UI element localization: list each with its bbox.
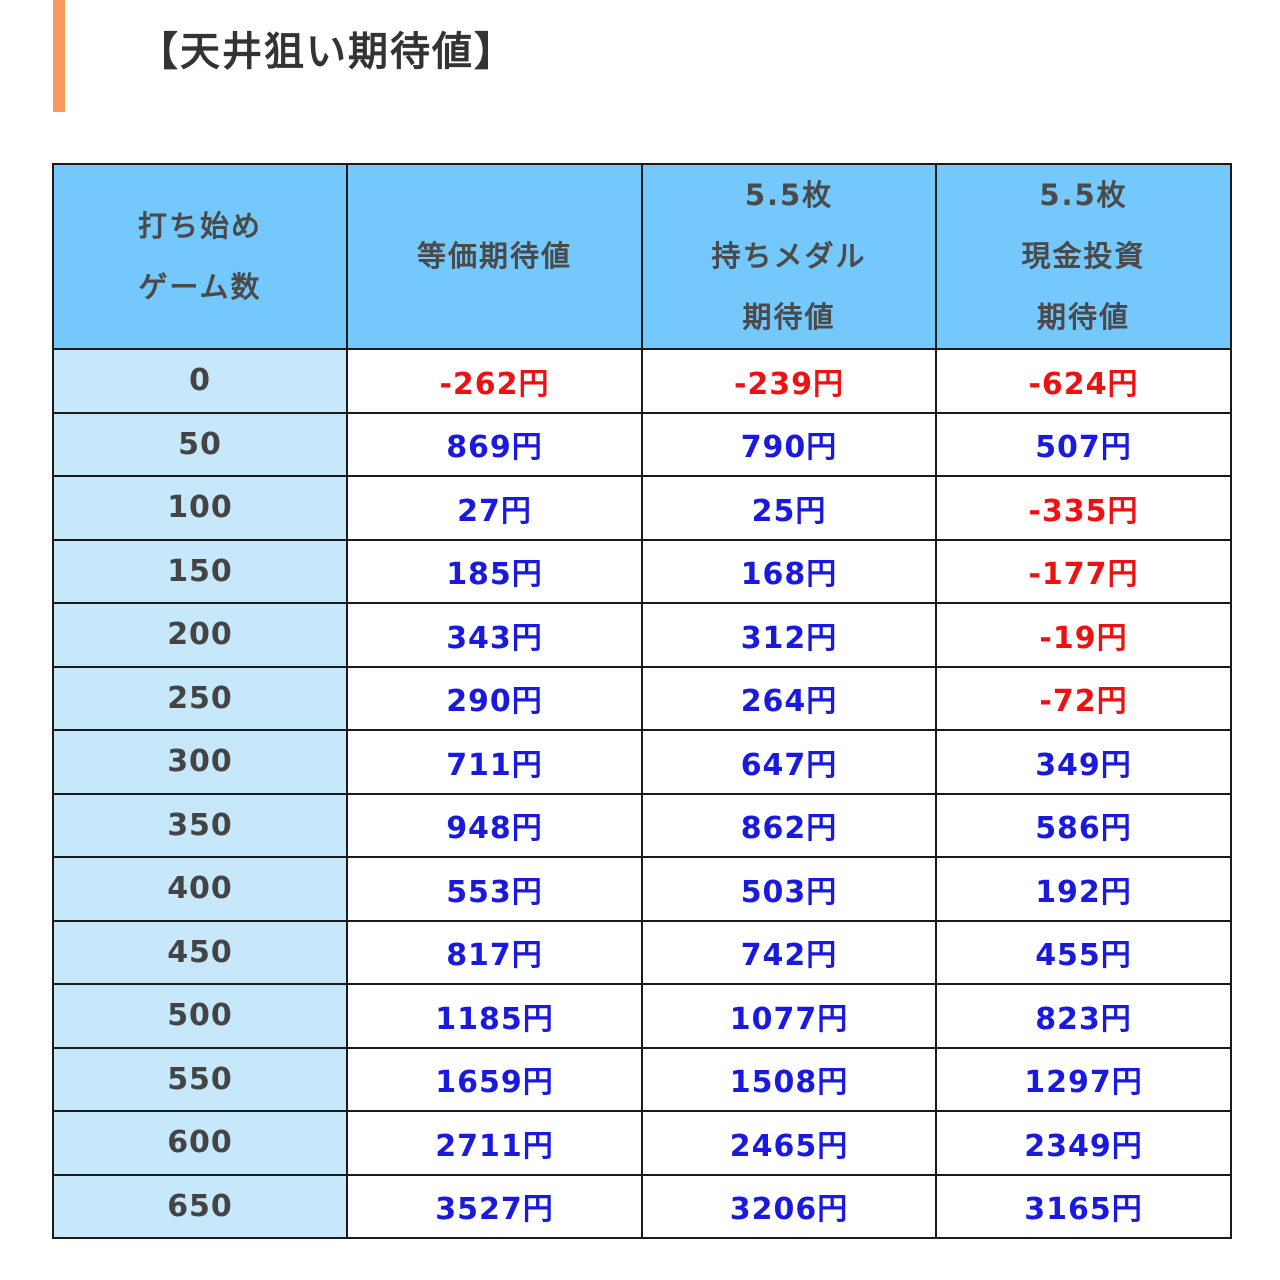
equal-rate-ev-cell: 869円 [346, 411, 643, 477]
header-start-games: 打ち始め ゲーム数 [52, 163, 348, 350]
medal-ev-cell: 790円 [641, 411, 937, 477]
equal-rate-ev-cell: 553円 [346, 856, 643, 922]
header-row: 打ち始め ゲーム数 等価期待値 5.5枚 持ちメダル 期待値 5.5枚 現金投資 期待値 [52, 163, 1232, 350]
expected-value-table: 打ち始め ゲーム数 等価期待値 5.5枚 持ちメダル 期待値 5.5枚 現金投資 期待値 0 -2… [52, 163, 1232, 1239]
games-cell: 450 [52, 919, 348, 985]
equal-rate-ev-cell: 1659円 [346, 1046, 643, 1112]
equal-rate-ev-cell: 27円 [346, 475, 643, 541]
table-row: 350 948円 862円 586円 [52, 792, 1232, 858]
header-label-line: 等価期待値 [416, 239, 572, 273]
table-row: 450 817円 742円 455円 [52, 919, 1232, 985]
equal-rate-ev-cell: 185円 [346, 538, 643, 604]
medal-ev-cell: 862円 [641, 792, 937, 858]
header-medal-ev: 5.5枚持ちメダル期待値 [641, 163, 937, 350]
games-cell: 550 [52, 1046, 348, 1112]
cash-ev-cell: 192円 [935, 856, 1232, 922]
cash-ev-cell: -177円 [935, 538, 1232, 604]
games-cell: 0 [52, 348, 348, 414]
equal-rate-ev-cell: 3527円 [346, 1173, 643, 1239]
table-row: 400 553円 503円 192円 [52, 856, 1232, 922]
medal-ev-cell: 1508円 [641, 1046, 937, 1112]
cash-ev-cell: 507円 [935, 411, 1232, 477]
table-row: 600 2711円 2465円 2349円 [52, 1110, 1232, 1176]
table-header: 打ち始め ゲーム数 等価期待値 5.5枚 持ちメダル 期待値 5.5枚 現金投資 期待値 [52, 163, 1232, 350]
cash-ev-cell: 2349円 [935, 1110, 1232, 1176]
header-label-line: 期待値 [742, 300, 836, 334]
games-cell: 500 [52, 983, 348, 1049]
games-cell: 150 [52, 538, 348, 604]
header-label-line: 5.5枚 [744, 178, 834, 212]
table-row: 100 27円 25円 -335円 [52, 475, 1232, 541]
table-body: 0 -262円 -239円 -624円 50 869円 790円 507円 100 27円 25円 -… [52, 348, 1232, 1239]
medal-ev-cell: 742円 [641, 919, 937, 985]
header-label-line: 打ち始め [137, 208, 262, 243]
header-label-line: ゲーム数 [138, 269, 262, 304]
games-cell: 300 [52, 729, 348, 795]
medal-ev-cell: -239円 [641, 348, 937, 414]
medal-ev-cell: 647円 [641, 729, 937, 795]
cash-ev-cell: 3165円 [935, 1173, 1232, 1239]
games-cell: 350 [52, 792, 348, 858]
games-cell: 650 [52, 1173, 348, 1239]
header-label-line: 持ちメダル [711, 239, 867, 273]
games-cell: 100 [52, 475, 348, 541]
cash-ev-cell: -19円 [935, 602, 1232, 668]
table-row: 200 343円 312円 -19円 [52, 602, 1232, 668]
table-row: 500 1185円 1077円 823円 [52, 983, 1232, 1049]
medal-ev-cell: 1077円 [641, 983, 937, 1049]
equal-rate-ev-cell: 948円 [346, 792, 643, 858]
equal-rate-ev-cell: 711円 [346, 729, 643, 795]
cash-ev-cell: -624円 [935, 348, 1232, 414]
header-cash-ev: 5.5枚現金投資期待値 [935, 163, 1232, 350]
medal-ev-cell: 503円 [641, 856, 937, 922]
medal-ev-cell: 264円 [641, 665, 937, 731]
table-row: 550 1659円 1508円 1297円 [52, 1046, 1232, 1112]
cash-ev-cell: 586円 [935, 792, 1232, 858]
table-row: 150 185円 168円 -177円 [52, 538, 1232, 604]
header-label-line: 5.5枚 [1039, 178, 1128, 212]
header-equal-rate-ev: 等価期待値 [346, 163, 643, 350]
medal-ev-cell: 312円 [641, 602, 937, 668]
equal-rate-ev-cell: 1185円 [346, 983, 643, 1049]
medal-ev-cell: 3206円 [641, 1173, 937, 1239]
cash-ev-cell: -72円 [935, 665, 1232, 731]
games-cell: 250 [52, 665, 348, 731]
equal-rate-ev-cell: 290円 [346, 665, 643, 731]
games-cell: 50 [52, 411, 348, 477]
table-row: 650 3527円 3206円 3165円 [52, 1173, 1232, 1239]
cash-ev-cell: 349円 [935, 729, 1232, 795]
title-accent-bar [53, 0, 65, 112]
page-title: 【天井狙い期待値】 [138, 29, 516, 75]
cash-ev-cell: 455円 [935, 919, 1232, 985]
games-cell: 200 [52, 602, 348, 668]
cash-ev-cell: -335円 [935, 475, 1232, 541]
cash-ev-cell: 1297円 [935, 1046, 1232, 1112]
medal-ev-cell: 168円 [641, 538, 937, 604]
medal-ev-cell: 25円 [641, 475, 937, 541]
table-row: 0 -262円 -239円 -624円 [52, 348, 1232, 414]
medal-ev-cell: 2465円 [641, 1110, 937, 1176]
table-row: 50 869円 790円 507円 [52, 411, 1232, 477]
equal-rate-ev-cell: -262円 [346, 348, 643, 414]
equal-rate-ev-cell: 343円 [346, 602, 643, 668]
games-cell: 600 [52, 1110, 348, 1176]
header-label-line: 期待値 [1036, 300, 1130, 334]
header-label-line: 現金投資 [1021, 239, 1146, 273]
equal-rate-ev-cell: 2711円 [346, 1110, 643, 1176]
cash-ev-cell: 823円 [935, 983, 1232, 1049]
table-row: 300 711円 647円 349円 [52, 729, 1232, 795]
table-row: 250 290円 264円 -72円 [52, 665, 1232, 731]
games-cell: 400 [52, 856, 348, 922]
equal-rate-ev-cell: 817円 [346, 919, 643, 985]
